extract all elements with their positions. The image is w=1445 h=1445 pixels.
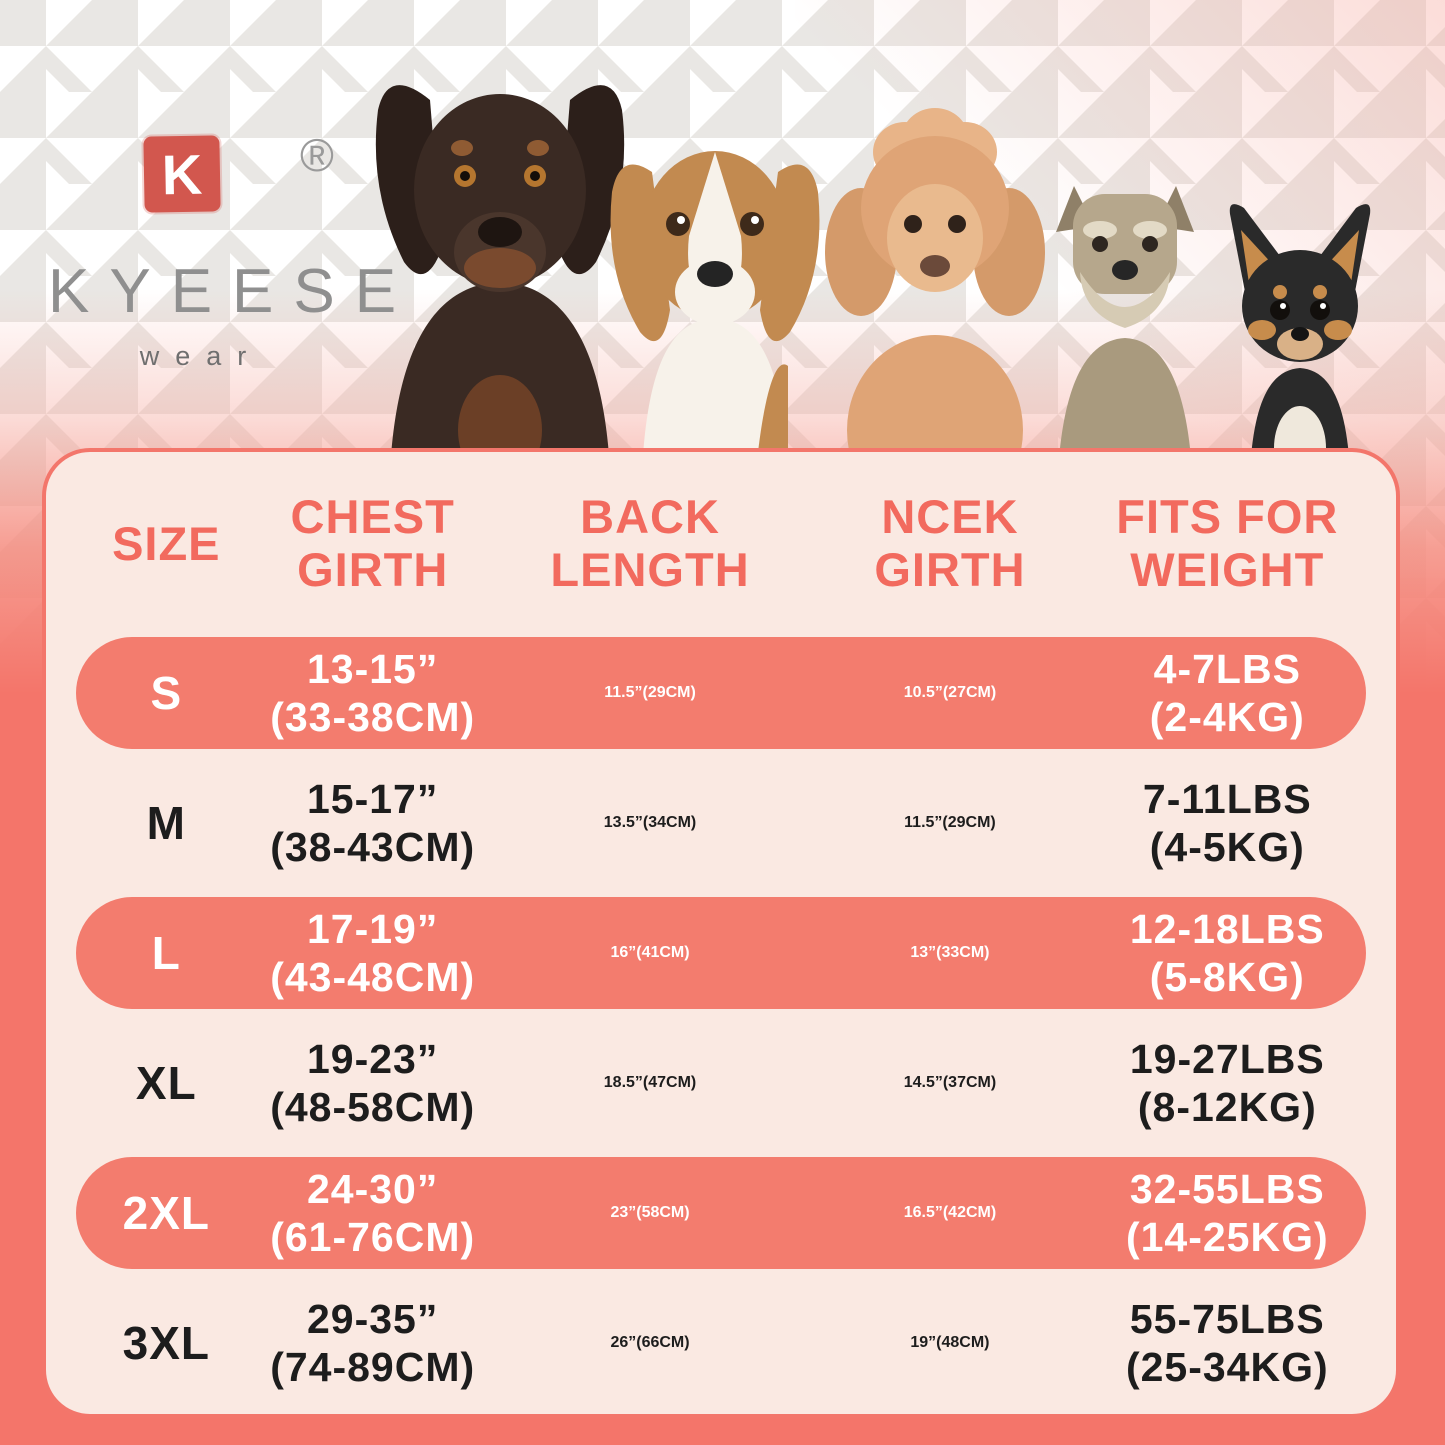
cell-neck-girth: 19”(48CM) [910, 1334, 990, 1351]
cell-fits-for-weight: 7-11LBS (4-5KG) [1089, 775, 1366, 872]
chest-cm: (48-58CM) [270, 1084, 476, 1130]
cell-fits-for-weight: 19-27LBS (8-12KG) [1089, 1035, 1366, 1132]
weight-kg: (2-4KG) [1149, 694, 1305, 740]
cell-size: XL [135, 1057, 197, 1109]
brand-name: KYEESE [48, 257, 417, 326]
cell-fits-for-weight: 4-7LBS (2-4KG) [1089, 645, 1366, 742]
header-neck-line2: GIRTH [874, 543, 1026, 596]
cell-fits-for-weight: 55-75LBS (25-34KG) [1089, 1295, 1366, 1392]
header-back-length: BACK LENGTH [489, 491, 812, 596]
cell-size: M [146, 797, 186, 849]
poodle-illustration [825, 108, 1045, 470]
cell-back-length: 26”(66CM) [610, 1334, 690, 1351]
cell-back-length: 16”(41CM) [610, 944, 690, 961]
cell-size: L [151, 927, 181, 979]
header-chest-line2: GIRTH [297, 543, 449, 596]
size-chart-card: SIZE CHEST GIRTH BACK LENGTH NCEK GIRTH … [42, 448, 1400, 1418]
header-chest-girth: CHEST GIRTH [257, 491, 489, 596]
header-chest-line1: CHEST [290, 490, 455, 544]
cell-neck-girth: 10.5”(27CM) [903, 684, 997, 701]
chest-inches: 19-23” [307, 1035, 439, 1082]
cell-chest-girth: 24-30” (61-76CM) [257, 1165, 489, 1262]
size-row-xl: XL 19-23” (48-58CM) 18.5”(47CM) 14.5”(37… [76, 1018, 1366, 1148]
cell-chest-girth: 29-35” (74-89CM) [257, 1295, 489, 1392]
cell-back-length: 13.5”(34CM) [603, 814, 697, 831]
brand-k-badge: K [143, 135, 221, 213]
header-neck-line1: NCEK [881, 490, 1019, 544]
brand-k-letter: K [161, 142, 203, 206]
size-row-s: S 13-15” (33-38CM) 11.5”(29CM) 10.5”(27C… [76, 628, 1366, 758]
header-back-line1: BACK [580, 490, 720, 544]
cell-back-length: 23”(58CM) [610, 1204, 690, 1221]
header-weight-line2: WEIGHT [1130, 543, 1325, 596]
weight-kg: (5-8KG) [1149, 954, 1305, 1000]
cell-chest-girth: 19-23” (48-58CM) [257, 1035, 489, 1132]
header-fits-for-weight: FITS FOR WEIGHT [1089, 491, 1366, 596]
registered-trademark-symbol: ® [300, 129, 334, 181]
cell-chest-girth: 17-19” (43-48CM) [257, 905, 489, 1002]
weight-kg: (25-34KG) [1125, 1344, 1329, 1390]
header-weight-line1: FITS FOR [1116, 490, 1339, 544]
brand-tagline: wear [139, 341, 263, 371]
chest-inches: 17-19” [307, 905, 439, 952]
cell-neck-girth: 14.5”(37CM) [903, 1074, 997, 1091]
cell-fits-for-weight: 32-55LBS (14-25KG) [1089, 1165, 1366, 1262]
doberman-illustration [375, 85, 625, 470]
header-neck-girth: NCEK GIRTH [811, 491, 1088, 596]
weight-lbs: 7-11LBS [1142, 775, 1312, 822]
weight-kg: (4-5KG) [1149, 824, 1305, 870]
cell-chest-girth: 15-17” (38-43CM) [257, 775, 489, 872]
cell-neck-girth: 13”(33CM) [910, 944, 990, 961]
weight-lbs: 32-55LBS [1129, 1165, 1325, 1212]
header-back-line2: LENGTH [550, 543, 750, 596]
weight-lbs: 19-27LBS [1129, 1035, 1325, 1082]
cell-size: S [150, 667, 183, 719]
brand-logo: K ® KYEESE wear [28, 128, 417, 372]
size-row-m: M 15-17” (38-43CM) 13.5”(34CM) 11.5”(29C… [76, 758, 1366, 888]
weight-lbs: 4-7LBS [1153, 645, 1301, 692]
chest-cm: (33-38CM) [270, 694, 476, 740]
chest-cm: (38-43CM) [270, 824, 476, 870]
size-row-l: L 17-19” (43-48CM) 16”(41CM) 13”(33CM) 1… [76, 888, 1366, 1018]
weight-kg: (8-12KG) [1137, 1084, 1317, 1130]
chest-cm: (61-76CM) [270, 1214, 476, 1260]
chihuahua-illustration [1229, 204, 1371, 470]
dogs-lineup-illustration [375, 85, 1371, 470]
beagle-illustration [610, 151, 820, 470]
cell-neck-girth: 11.5”(29CM) [904, 814, 996, 831]
size-row-3xl: 3XL 29-35” (74-89CM) 26”(66CM) 19”(48CM)… [76, 1278, 1366, 1408]
schnauzer-illustration [1056, 186, 1194, 470]
chest-cm: (74-89CM) [270, 1344, 476, 1390]
size-chart-rows: S 13-15” (33-38CM) 11.5”(29CM) 10.5”(27C… [46, 628, 1396, 1408]
weight-kg: (14-25KG) [1125, 1214, 1329, 1260]
chest-inches: 13-15” [307, 645, 439, 692]
weight-lbs: 55-75LBS [1129, 1295, 1325, 1342]
cell-size: 3XL [122, 1317, 210, 1369]
header-size: SIZE [76, 516, 257, 571]
header-size-label: SIZE [112, 516, 221, 570]
cell-back-length: 11.5”(29CM) [604, 684, 696, 701]
chest-inches: 29-35” [307, 1295, 439, 1342]
chest-inches: 15-17” [307, 775, 439, 822]
chest-inches: 24-30” [307, 1165, 439, 1212]
cell-back-length: 18.5”(47CM) [603, 1074, 697, 1091]
cell-size: 2XL [122, 1187, 210, 1239]
cell-chest-girth: 13-15” (33-38CM) [257, 645, 489, 742]
size-row-2xl: 2XL 24-30” (61-76CM) 23”(58CM) 16.5”(42C… [76, 1148, 1366, 1278]
weight-lbs: 12-18LBS [1129, 905, 1325, 952]
cell-fits-for-weight: 12-18LBS (5-8KG) [1089, 905, 1366, 1002]
cell-neck-girth: 16.5”(42CM) [903, 1204, 997, 1221]
chest-cm: (43-48CM) [270, 954, 476, 1000]
size-chart-header-row: SIZE CHEST GIRTH BACK LENGTH NCEK GIRTH … [46, 452, 1396, 628]
